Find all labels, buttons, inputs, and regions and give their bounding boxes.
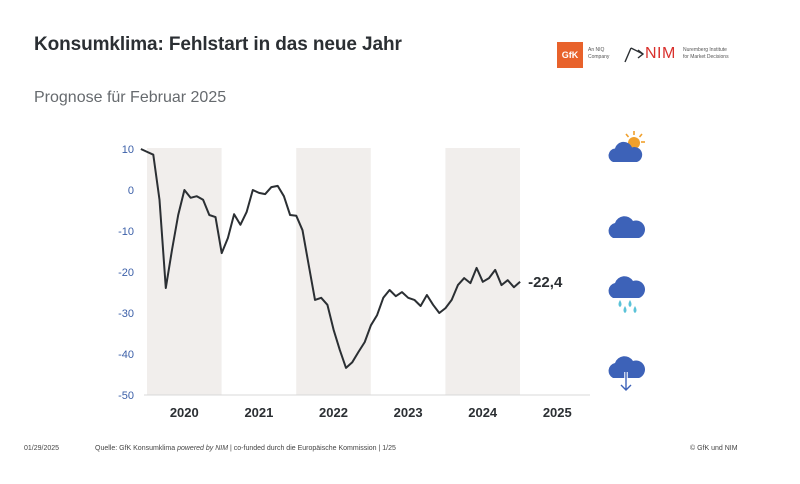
footer-copyright: © GfK und NIM	[690, 445, 738, 452]
last-value-label: -22,4	[528, 274, 563, 291]
y-tick-label: 10	[122, 144, 134, 156]
series-line-konsumklima	[140, 148, 521, 369]
nim-caption-line1: Nuremberg Institute	[683, 47, 727, 53]
shaded-year-bands	[147, 148, 520, 395]
y-tick-label: -30	[118, 308, 134, 320]
footer-source-prefix: Quelle: GfK Konsumklima	[95, 445, 178, 452]
y-tick-label: -40	[118, 349, 134, 361]
x-tick-label: 2020	[170, 405, 199, 420]
x-tick-label: 2022	[319, 405, 348, 420]
gfk-caption-line2: Company	[588, 54, 610, 60]
footer-source-italic: powered by NIM	[177, 445, 229, 452]
x-tick-label: 2025	[543, 405, 572, 420]
x-tick-label: 2021	[244, 405, 273, 420]
rain-cloud-icon	[608, 276, 646, 313]
footer-source: Quelle: GfK Konsumklima powered by NIM |…	[95, 445, 396, 452]
page-title: Konsumklima: Fehlstart in das neue Jahr	[34, 34, 402, 55]
shade-band-2024	[445, 148, 520, 395]
nim-caption-line2: for Market Decisions	[683, 54, 729, 60]
page-subtitle: Prognose für Februar 2025	[34, 89, 227, 106]
footer-date: 01/29/2025	[24, 445, 60, 452]
y-tick-label: -10	[118, 226, 134, 238]
nim-arrow-icon	[624, 47, 645, 63]
y-tick-label: -50	[118, 390, 134, 402]
y-tick-label: 0	[128, 185, 134, 197]
gfk-caption-line1: An NIQ	[588, 47, 605, 53]
y-tick-labels: 10 0 -10 -20 -30 -40 -50	[118, 144, 134, 402]
x-tick-label: 2024	[468, 405, 498, 420]
nim-logo-mark: NIM	[645, 45, 676, 62]
gfk-logo: GfK	[557, 42, 583, 68]
shade-band-2022	[296, 148, 371, 395]
footer-source-suffix: | co-funded durch die Europäische Kommis…	[228, 445, 396, 452]
sun-cloud-icon	[608, 131, 645, 162]
y-tick-label: -20	[118, 267, 134, 279]
gfk-logo-caption: An NIQ Company	[588, 47, 609, 61]
x-tick-label: 2023	[394, 405, 423, 420]
gfk-logo-mark: GfK	[561, 50, 579, 60]
cloud-icon	[608, 216, 646, 238]
x-tick-labels: 2020 2021 2022 2023 2024 2025	[170, 405, 572, 420]
nim-logo-caption: Nuremberg Institute for Market Decisions	[683, 47, 729, 61]
cloud-down-arrow-icon	[608, 356, 646, 393]
